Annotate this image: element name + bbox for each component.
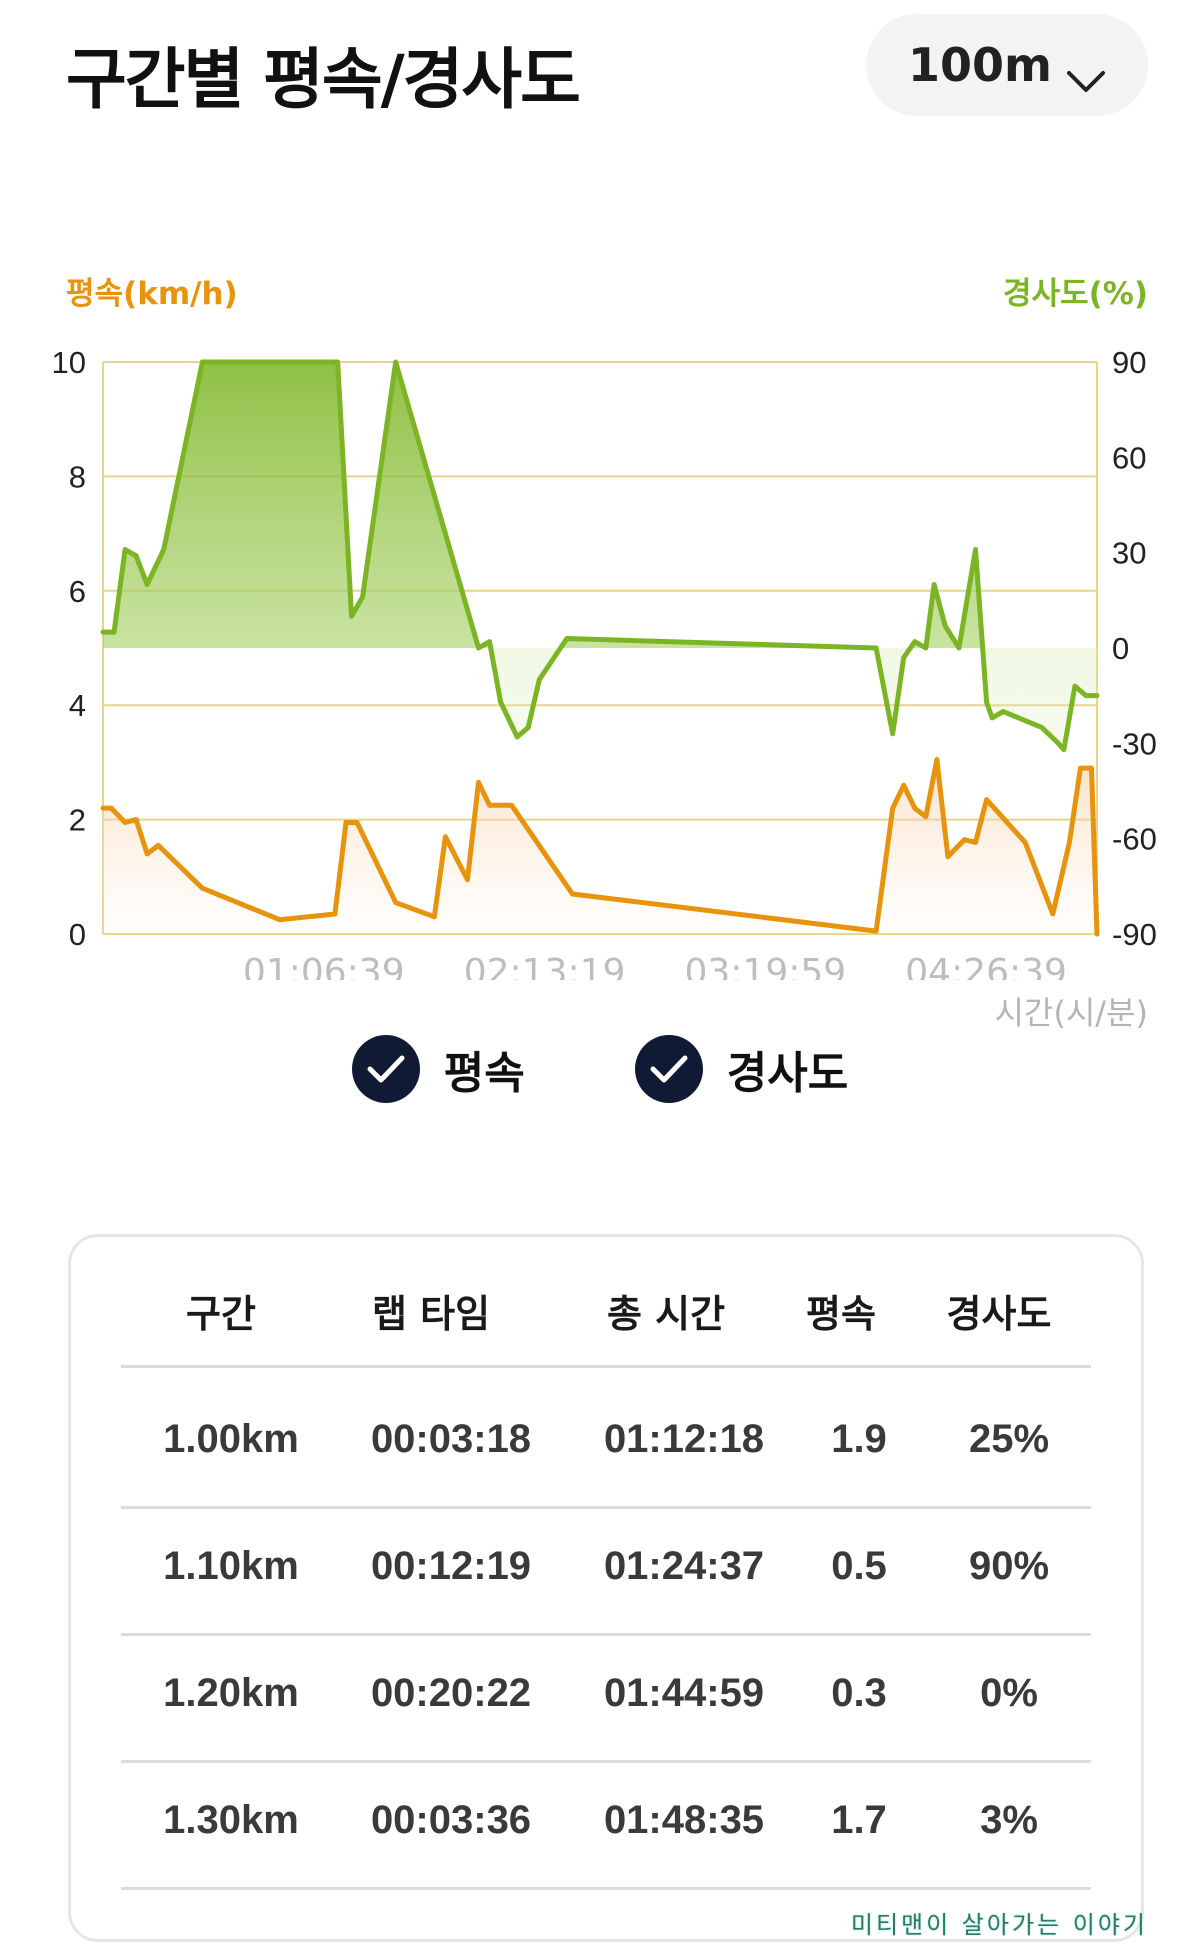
cell-total-time: 01:44:59 xyxy=(603,1671,765,1715)
y-left-tick-label: 0 xyxy=(69,917,86,952)
check-icon xyxy=(634,1035,703,1103)
cell-lap-time: 00:12:19 xyxy=(370,1544,532,1588)
table-row[interactable]: 1.30km 00:03:36 01:48:35 1.7 3% xyxy=(121,1760,1091,1890)
legend-label-speed: 평속 xyxy=(443,1048,525,1099)
y-right-tick-label: -60 xyxy=(1112,822,1157,857)
cell-section: 1.20km xyxy=(163,1671,299,1715)
x-tick-label: 02:13:19 xyxy=(464,952,626,980)
check-icon xyxy=(351,1035,420,1103)
legend-item-speed[interactable]: 평속 xyxy=(351,1035,525,1103)
y-right-tick-label: 60 xyxy=(1112,440,1146,475)
y-left-tick-label: 10 xyxy=(52,345,86,380)
header-divider xyxy=(121,1365,1091,1368)
column-header-avg-speed: 평속 xyxy=(806,1292,876,1336)
y-right-tick-label: -90 xyxy=(1112,917,1157,952)
y-left-tick-label: 2 xyxy=(69,803,86,838)
legend: 평속 경사도 xyxy=(0,1035,1200,1103)
cell-lap-time: 00:03:18 xyxy=(370,1417,532,1461)
speed-area xyxy=(103,759,1097,934)
cell-lap-time: 00:03:36 xyxy=(370,1798,532,1842)
cell-section: 1.10km xyxy=(163,1544,299,1588)
cell-total-time: 01:12:18 xyxy=(603,1417,765,1461)
legend-label-slope: 경사도 xyxy=(726,1048,849,1099)
cell-avg-speed: 0.3 xyxy=(831,1671,887,1715)
cell-total-time: 01:48:35 xyxy=(603,1798,765,1842)
y-right-axis-title: 경사도(%) xyxy=(1003,276,1148,312)
y-right-tick-label: 90 xyxy=(1112,345,1146,380)
cell-avg-speed: 1.7 xyxy=(831,1798,887,1842)
lap-table: 구간 랩 타임 총 시간 평속 경사도 1.00km 00:03:18 01:1… xyxy=(68,1234,1144,1942)
cell-total-time: 01:24:37 xyxy=(603,1544,765,1588)
watermark: 미티맨이 살아가는 이야기 xyxy=(850,1911,1148,1939)
chevron-down-icon xyxy=(1066,52,1106,92)
y-right-tick-label: -30 xyxy=(1112,726,1157,761)
table-row[interactable]: 1.10km 00:12:19 01:24:37 0.5 90% xyxy=(121,1506,1091,1636)
y-left-tick-label: 4 xyxy=(69,688,86,723)
column-header-section: 구간 xyxy=(186,1292,256,1336)
table-row[interactable]: 1.00km 00:03:18 01:12:18 1.9 25% xyxy=(121,1379,1091,1509)
y-left-tick-label: 6 xyxy=(69,574,86,609)
cell-slope: 0% xyxy=(980,1671,1038,1715)
slope-area-negative xyxy=(103,648,1097,750)
cell-slope: 25% xyxy=(968,1417,1050,1461)
slope-series-line xyxy=(100,359,1100,753)
cell-section: 1.30km xyxy=(163,1798,299,1842)
interval-select[interactable]: 100m xyxy=(866,14,1148,116)
y-right-tick-label: 30 xyxy=(1112,536,1146,571)
x-tick-label: 01:06:39 xyxy=(243,952,405,980)
cell-avg-speed: 0.5 xyxy=(831,1544,887,1588)
column-header-total-time: 총 시간 xyxy=(606,1292,726,1336)
column-header-slope: 경사도 xyxy=(946,1292,1052,1336)
cell-section: 1.00km xyxy=(163,1417,299,1461)
speed-series-line xyxy=(100,757,1100,937)
x-axis-title: 시간(시/분) xyxy=(994,994,1148,1032)
column-header-lap-time: 랩 타임 xyxy=(371,1292,491,1336)
cell-lap-time: 00:20:22 xyxy=(370,1671,532,1715)
table-header: 구간 랩 타임 총 시간 평속 경사도 xyxy=(71,1237,1141,1367)
slope-area-positive xyxy=(103,362,1097,648)
y-left-tick-label: 8 xyxy=(69,459,86,494)
cell-slope: 90% xyxy=(968,1544,1050,1588)
interval-select-value: 100m xyxy=(908,38,1052,92)
x-tick-label: 04:26:39 xyxy=(905,952,1067,980)
speed-slope-chart: 10 8 6 4 2 0 90 60 30 0 -30 -60 -90 01:06:39 02:13:19 0… xyxy=(52,345,1157,980)
y-left-axis-title: 평속(km/h) xyxy=(66,276,238,312)
cell-slope: 3% xyxy=(980,1798,1038,1842)
x-tick-label: 03:19:59 xyxy=(684,952,846,980)
y-right-tick-label: 0 xyxy=(1112,631,1129,666)
table-row[interactable]: 1.20km 00:20:22 01:44:59 0.3 0% xyxy=(121,1633,1091,1763)
cell-avg-speed: 1.9 xyxy=(831,1417,887,1461)
legend-item-slope[interactable]: 경사도 xyxy=(634,1035,849,1103)
page-title: 구간별 평속/경사도 xyxy=(66,41,581,118)
